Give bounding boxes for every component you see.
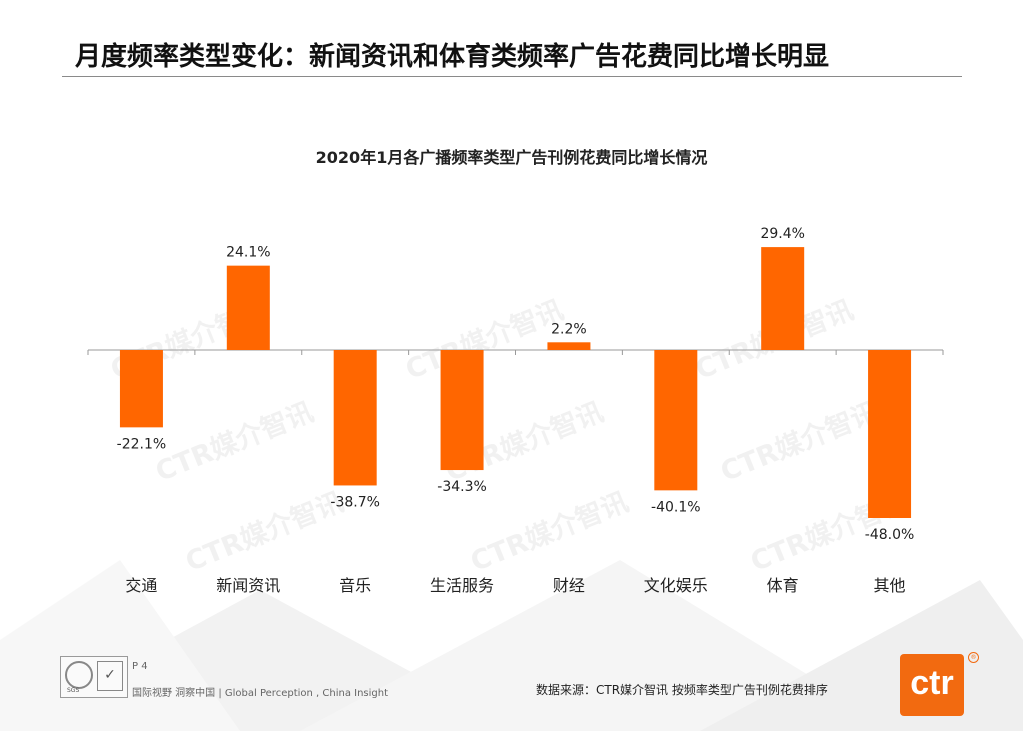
bar-6 bbox=[761, 247, 805, 350]
category-label: 其他 bbox=[874, 576, 906, 595]
bar-3 bbox=[440, 350, 484, 471]
bar-2 bbox=[333, 350, 377, 486]
bar-value-label: -40.1% bbox=[651, 499, 701, 515]
bar-5 bbox=[654, 350, 698, 491]
certification-logos: SGS ✓ bbox=[60, 656, 128, 698]
bar-1 bbox=[226, 265, 270, 350]
title-divider bbox=[62, 76, 962, 77]
ctr-logo: ctr bbox=[900, 654, 964, 716]
data-source-note: 数据来源：CTR媒介智讯 按频率类型广告刊例花费排序 bbox=[536, 683, 828, 697]
sgs-certification-icon bbox=[65, 661, 93, 689]
bar-value-label: -34.3% bbox=[437, 479, 487, 495]
category-label: 音乐 bbox=[339, 576, 371, 595]
category-label: 财经 bbox=[553, 576, 585, 595]
chart-title: 2020年1月各广播频率类型广告刊例花费同比增长情况 bbox=[315, 148, 708, 167]
category-label: 交通 bbox=[125, 576, 157, 595]
category-label: 体育 bbox=[767, 576, 799, 595]
category-label: 生活服务 bbox=[430, 576, 494, 595]
bar-0 bbox=[119, 350, 163, 428]
registered-mark-icon: ® bbox=[968, 652, 979, 663]
bar-value-label: -22.1% bbox=[117, 436, 167, 452]
category-label: 文化娱乐 bbox=[644, 576, 708, 595]
bar-value-label: -48.0% bbox=[865, 527, 915, 543]
footer-tagline: 国际视野 洞察中国 | Global Perception , China In… bbox=[132, 688, 389, 699]
ukas-certification-icon: ✓ bbox=[97, 661, 123, 691]
sgs-label: SGS bbox=[67, 687, 80, 694]
bar-value-label: 29.4% bbox=[760, 226, 804, 242]
bar-7 bbox=[868, 350, 912, 518]
bar-value-label: 2.2% bbox=[551, 321, 587, 337]
page-number: P 4 bbox=[132, 661, 148, 672]
bar-value-label: 24.1% bbox=[226, 245, 270, 261]
page-title: 月度频率类型变化：新闻资讯和体育类频率广告花费同比增长明显 bbox=[75, 42, 830, 72]
bar-4 bbox=[547, 342, 591, 350]
bar-value-label: -38.7% bbox=[330, 494, 380, 510]
category-label: 新闻资讯 bbox=[216, 576, 280, 595]
